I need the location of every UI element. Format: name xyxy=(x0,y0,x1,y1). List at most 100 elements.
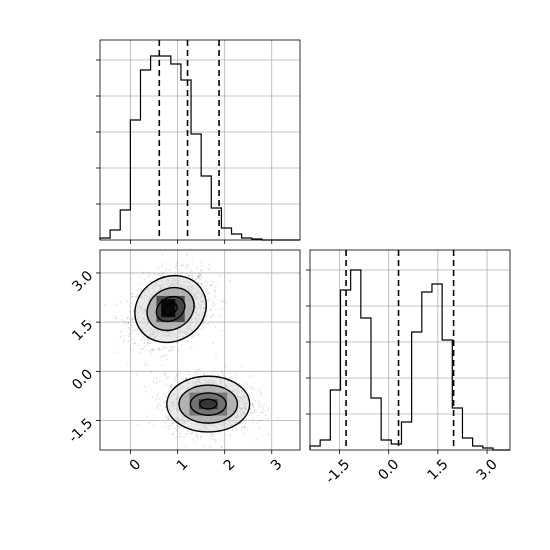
scatter-point xyxy=(147,341,149,344)
scatter-point xyxy=(144,349,147,352)
panel-frame xyxy=(309,249,511,451)
scatter-point xyxy=(252,404,255,406)
scatter-point xyxy=(198,368,200,371)
scatter-point xyxy=(181,378,184,380)
scatter-point xyxy=(257,400,260,402)
scatter-point xyxy=(144,339,147,342)
scatter-point xyxy=(228,377,230,379)
scatter-point xyxy=(163,401,166,404)
scatter-point xyxy=(152,395,154,398)
contour-line xyxy=(199,398,218,410)
scatter-point xyxy=(235,429,238,432)
scatter-point xyxy=(159,355,162,358)
scatter-point xyxy=(170,385,172,388)
scatter-point xyxy=(261,406,264,409)
scatter-point xyxy=(216,373,219,376)
scatter-point xyxy=(176,341,179,344)
scatter-point xyxy=(254,409,257,411)
scatter-point xyxy=(191,335,194,338)
scatter-point xyxy=(197,333,200,335)
scatter-point xyxy=(156,273,159,276)
scatter-point xyxy=(157,393,159,396)
scatter-point xyxy=(202,322,205,324)
contour-line xyxy=(163,302,178,316)
scatter-point xyxy=(210,316,212,319)
scatter-point xyxy=(157,347,160,350)
scatter-point xyxy=(187,430,190,433)
scatter-point xyxy=(172,423,175,425)
scatter-point xyxy=(134,295,136,298)
scatter-point xyxy=(247,428,249,431)
scatter-point xyxy=(166,358,168,361)
scatter-point xyxy=(175,436,178,439)
scatter-point xyxy=(187,265,190,268)
scatter-point xyxy=(146,344,148,346)
scatter-point xyxy=(208,268,210,271)
scatter-point xyxy=(131,329,134,332)
scatter-point xyxy=(220,308,223,310)
scatter-point xyxy=(160,265,163,267)
scatter-point xyxy=(241,428,244,431)
scatter-point xyxy=(203,444,205,447)
scatter-point xyxy=(161,273,164,276)
scatter-point xyxy=(151,349,154,351)
scatter-point xyxy=(127,321,130,324)
scatter-point xyxy=(113,315,115,317)
scatter-point xyxy=(210,438,213,441)
scatter-contour-panel: 0 1 2 3 3.0 1.5 0.0 -1.5 xyxy=(66,249,301,474)
scatter-point xyxy=(181,271,184,274)
scatter-point xyxy=(196,277,199,280)
scatter-point xyxy=(145,390,147,393)
scatter-point xyxy=(197,281,200,284)
scatter-point xyxy=(243,385,245,387)
scatter-point xyxy=(186,433,188,436)
scatter-point xyxy=(199,273,202,276)
scatter-point xyxy=(206,310,208,313)
scatter-inner xyxy=(100,253,280,449)
scatter-point xyxy=(172,348,175,351)
scatter-point xyxy=(134,329,136,332)
scatter-point xyxy=(168,427,171,430)
scatter-point xyxy=(141,271,144,274)
scatter-point xyxy=(150,349,153,352)
scatter-point xyxy=(251,402,254,405)
scatter-point xyxy=(172,432,175,435)
scatter-point xyxy=(179,426,182,429)
scatter-point xyxy=(253,411,256,414)
scatter-point xyxy=(260,393,262,395)
scatter-point xyxy=(185,377,188,379)
x-tick-label: 1 xyxy=(174,456,192,474)
scatter-point xyxy=(128,332,131,335)
scatter-point xyxy=(120,301,123,304)
scatter-point xyxy=(257,389,260,391)
scatter-point xyxy=(208,298,211,300)
scatter-point xyxy=(277,417,280,419)
scatter-point xyxy=(213,438,216,441)
scatter-point xyxy=(170,384,173,386)
scatter-point xyxy=(263,403,265,406)
scatter-point xyxy=(116,303,118,306)
scatter-point xyxy=(200,261,203,263)
scatter-point xyxy=(242,433,245,435)
scatter-point xyxy=(205,315,208,318)
scatter-point xyxy=(177,425,180,428)
scatter-point xyxy=(196,373,198,375)
scatter-point xyxy=(166,417,169,419)
scatter-point xyxy=(139,290,142,293)
scatter-point xyxy=(178,436,181,438)
scatter-point xyxy=(209,446,212,448)
scatter-point xyxy=(267,407,270,409)
scatter-point xyxy=(210,284,213,287)
scatter-point xyxy=(179,340,182,343)
scatter-point xyxy=(185,377,187,380)
scatter-point xyxy=(251,403,254,405)
scatter-point xyxy=(147,276,150,278)
scatter-point xyxy=(188,274,191,277)
scatter-point xyxy=(170,349,173,352)
scatter-point xyxy=(254,400,257,403)
scatter-point xyxy=(175,262,178,264)
scatter-point xyxy=(207,292,209,295)
scatter-point xyxy=(179,351,182,353)
scatter-point xyxy=(128,310,131,313)
scatter-point xyxy=(167,349,170,352)
